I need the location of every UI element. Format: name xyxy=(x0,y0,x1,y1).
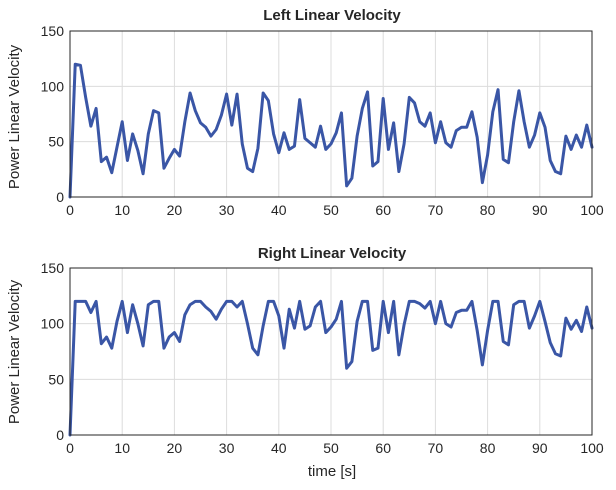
left-velocity-panel: Left Linear Velocity Power Linear Veloci… xyxy=(6,7,604,218)
chart-title: Right Linear Velocity xyxy=(258,245,407,262)
right-velocity-panel: Right Linear Velocity Power Linear Veloc… xyxy=(6,245,604,480)
y-tick-label: 0 xyxy=(56,189,64,205)
x-tick-label: 10 xyxy=(114,202,130,218)
x-tick-label: 50 xyxy=(323,440,339,456)
axes-box xyxy=(69,267,593,436)
y-axis-label: Power Linear Velocity xyxy=(6,44,23,189)
series-line xyxy=(68,62,594,199)
chart-title: Left Linear Velocity xyxy=(263,7,401,24)
x-tick-label: 60 xyxy=(375,202,391,218)
tick-labels: 0 10 20 30 40 50 60 70 80 90 100 0 50 100 150 xyxy=(41,23,604,218)
y-tick-label: 50 xyxy=(48,134,64,150)
y-tick-label: 150 xyxy=(41,23,65,39)
y-tick-label: 150 xyxy=(41,260,65,276)
y-tick-label: 50 xyxy=(48,371,64,387)
x-tick-label: 0 xyxy=(66,440,74,456)
x-tick-label: 50 xyxy=(323,202,339,218)
x-tick-label: 0 xyxy=(66,202,74,218)
x-tick-label: 90 xyxy=(532,440,548,456)
x-tick-label: 80 xyxy=(480,202,496,218)
x-tick-label: 90 xyxy=(532,202,548,218)
x-tick-label: 20 xyxy=(167,202,183,218)
x-axis-label: time [s] xyxy=(308,463,356,480)
grid xyxy=(69,267,593,436)
x-tick-label: 30 xyxy=(219,202,235,218)
x-tick-label: 70 xyxy=(428,440,444,456)
y-tick-label: 0 xyxy=(56,427,64,443)
x-tick-label: 80 xyxy=(480,440,496,456)
y-tick-label: 100 xyxy=(41,78,65,94)
series-line xyxy=(68,299,594,437)
x-tick-label: 10 xyxy=(114,440,130,456)
x-tick-label: 20 xyxy=(167,440,183,456)
x-tick-label: 60 xyxy=(375,440,391,456)
y-axis-label: Power Linear Velocity xyxy=(6,279,23,424)
tick-labels: 0 10 20 30 40 50 60 70 80 90 100 0 50 100 150 xyxy=(41,260,604,456)
y-tick-label: 100 xyxy=(41,316,65,332)
x-tick-label: 100 xyxy=(580,202,604,218)
x-tick-label: 70 xyxy=(428,202,444,218)
x-tick-label: 40 xyxy=(271,202,287,218)
x-tick-label: 40 xyxy=(271,440,287,456)
axes-box xyxy=(69,30,593,198)
x-tick-label: 100 xyxy=(580,440,604,456)
x-tick-label: 30 xyxy=(219,440,235,456)
